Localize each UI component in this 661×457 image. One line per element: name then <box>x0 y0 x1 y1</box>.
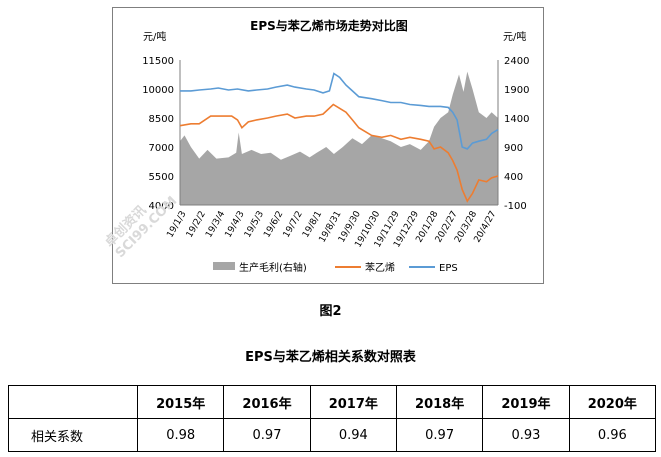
right-tick-label: 1900 <box>504 85 529 96</box>
legend-label: EPS <box>439 263 458 274</box>
table-cell: 0.98 <box>137 418 225 452</box>
table-row-label: 相关系数 <box>7 418 139 452</box>
right-tick-label: 1400 <box>504 114 529 125</box>
correlation-table: 2015年 2016年 2017年 2018年 2019年 2020年 相关系数… <box>7 385 657 452</box>
table-header-cell: 2018年 <box>395 385 484 419</box>
left-tick-label: 10000 <box>142 85 174 96</box>
table-cell: 0.97 <box>223 418 311 452</box>
table-header-cell: 2019年 <box>482 385 570 419</box>
figure-caption: 图2 <box>319 304 342 319</box>
left-tick-label: 8500 <box>149 114 174 125</box>
table-header-cell: 2017年 <box>309 385 397 419</box>
table-cell: 0.97 <box>395 418 484 452</box>
left-axis-unit: 元/吨 <box>143 30 166 43</box>
table-title: EPS与苯乙烯相关系数对照表 <box>245 350 416 365</box>
table-cell: 0.93 <box>482 418 570 452</box>
table-cell: 0.94 <box>309 418 397 452</box>
line-series-eps <box>180 72 499 150</box>
left-tick-label: 5500 <box>149 172 174 183</box>
table-header-cell: 2016年 <box>223 385 311 419</box>
chart-area: EPS与苯乙烯市场走势对比图元/吨 元/吨 4000 5500 7000 8500 1000… <box>112 7 544 284</box>
right-tick-label: 2400 <box>504 56 529 67</box>
table-cell: 0.96 <box>568 418 657 452</box>
right-tick-label: -100 <box>504 201 527 212</box>
line-series-styrene <box>179 103 499 203</box>
right-tick-label: 400 <box>504 172 523 183</box>
legend-swatch <box>213 262 235 270</box>
right-axis-unit: 元/吨 <box>503 30 526 43</box>
chart-title: EPS与苯乙烯市场走势对比图 <box>250 18 408 33</box>
table-header-row: 2015年 2016年 2017年 2018年 2019年 2020年 <box>7 385 657 419</box>
table-header-cell: 2020年 <box>568 385 657 419</box>
legend-label: 苯乙烯 <box>365 261 395 274</box>
table-row: 相关系数 0.98 0.97 0.94 0.97 0.93 0.96 <box>7 418 657 452</box>
left-tick-label: 7000 <box>149 143 174 154</box>
left-tick-label: 11500 <box>142 56 174 67</box>
area-series-gross-margin <box>180 71 498 205</box>
table-header-cell <box>7 385 139 419</box>
left-tick-label: 4000 <box>149 201 174 212</box>
table-header-cell: 2015年 <box>137 385 225 419</box>
right-tick-label: 900 <box>504 143 523 154</box>
legend-label: 生产毛利(右轴) <box>239 261 307 274</box>
